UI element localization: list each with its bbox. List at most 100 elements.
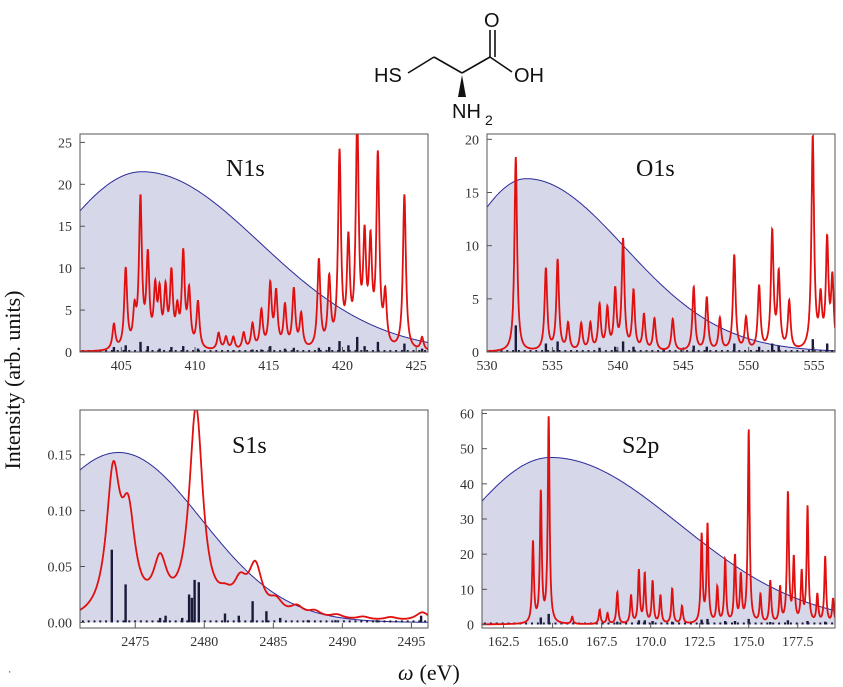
stick-minor-58 [825,350,828,352]
stick-minor-55 [807,350,810,352]
stick-minor-9 [134,620,137,623]
stick-11 [269,346,272,352]
y-tick-label: 0.10 [48,505,73,520]
stick-minor-34 [684,622,686,625]
envelope-line [80,171,428,343]
stick-8 [197,582,200,623]
stick-minor-14 [570,350,573,352]
axis-ticks: 530 535 540 545 550 555 0 5 10 15 20 [465,133,825,374]
stick-minor-43 [331,620,334,623]
stick-minor-48 [766,622,769,625]
stick-15 [328,347,331,352]
stick-minor-26 [639,350,642,352]
stick-5 [187,594,191,623]
stick-11 [747,618,750,625]
stick-12 [771,343,774,352]
stick-14 [811,339,814,352]
plot-frame [486,133,836,353]
stick-minor-7 [529,350,532,352]
x-tick-label: 405 [111,359,132,374]
stick-minor-9 [541,350,544,352]
stick-4 [614,346,617,352]
stick-minor-24 [628,350,631,352]
y-tick-label: 0.15 [48,449,73,464]
stick-minor-24 [221,350,224,352]
envelope-line [487,178,835,352]
envelope-line [482,457,835,612]
stick-minor-36 [290,620,293,623]
stick-minor-35 [284,350,287,352]
stick-minor-24 [625,622,628,625]
x-axis-symbol: ω [398,660,414,685]
stick-minor-9 [134,350,137,352]
bond-s-c [407,56,435,74]
stick-1 [547,613,550,625]
y-tick-label: 40 [460,478,474,493]
stick-minor-48 [360,350,363,352]
stick-minor-4 [105,350,108,352]
stick-minor-30 [662,350,665,352]
stick-minor-50 [371,350,374,352]
stick-minor-55 [400,620,403,623]
stick-minor-2 [500,350,503,352]
y-axis-label: Intensity (arb. units) [0,290,25,469]
stick-7 [700,619,703,625]
stick-2 [139,341,142,352]
stick-minor-57 [819,622,822,625]
stick-minor-26 [232,350,235,352]
stick-minor-33 [678,622,681,625]
y-tick-label: 25 [58,136,72,151]
stick-minor-13 [560,622,563,625]
stick-minor-47 [354,350,357,352]
broadened-spectrum-line [487,134,835,352]
stick-minor-29 [657,350,660,352]
y-tick-label: 10 [58,262,72,277]
stick-minor-21 [203,350,206,352]
stick-minor-43 [738,350,741,352]
stick-minor-8 [535,350,538,352]
stick-minor-29 [250,620,253,623]
stick-minor-42 [325,350,328,352]
x-tick-label: 2490 [328,635,356,650]
stick-minor-50 [371,620,374,623]
stick-minor-3 [506,350,509,352]
stick-minor-20 [197,620,200,623]
stick-minor-44 [337,350,340,352]
panel-title-n1s: N1s [226,156,265,182]
y-tick-label: 50 [460,443,474,458]
stick-minor-10 [542,622,545,625]
stick-12 [769,622,772,625]
stick-minor-46 [348,350,351,352]
stick-10 [733,621,737,625]
stick-minor-8 [531,622,533,625]
stick-minor-12 [554,622,557,625]
stick-minor-16 [581,350,584,352]
stick-minor-43 [736,622,739,625]
y-tick-label: 15 [465,186,479,201]
stick-22 [420,348,424,352]
stick-minor-27 [238,620,241,623]
stick-minor-23 [215,620,218,623]
stick-minor-40 [313,620,316,623]
stick-minor-44 [337,620,340,623]
bond-cb-ca [433,56,463,74]
stick-10 [733,343,736,352]
stick-0 [539,617,542,625]
stick-minor-51 [377,620,380,623]
stick-0 [110,549,113,623]
x-tick-label: 545 [673,359,694,374]
stick-minor-31 [666,622,669,625]
axis-ticks: 162.5 165.0 167.5 170.0 172.5 175.0 177.5 0 10 20… [460,408,813,650]
panel-s1s: 2475 2480 2485 2490 2495 0.00 0.05 0.10 0.15 S1s [48,409,429,650]
stick-minor-21 [610,350,613,352]
stick-9 [251,349,254,352]
stick-2 [158,617,162,623]
stick-minor-46 [755,350,758,352]
broadened-spectrum-line [482,416,835,626]
x-tick-label: 2495 [397,635,425,650]
stick-minor-22 [209,350,212,352]
stick-minor-38 [709,350,712,352]
stick-minor-22 [209,620,212,623]
stick-minor-28 [648,622,651,625]
